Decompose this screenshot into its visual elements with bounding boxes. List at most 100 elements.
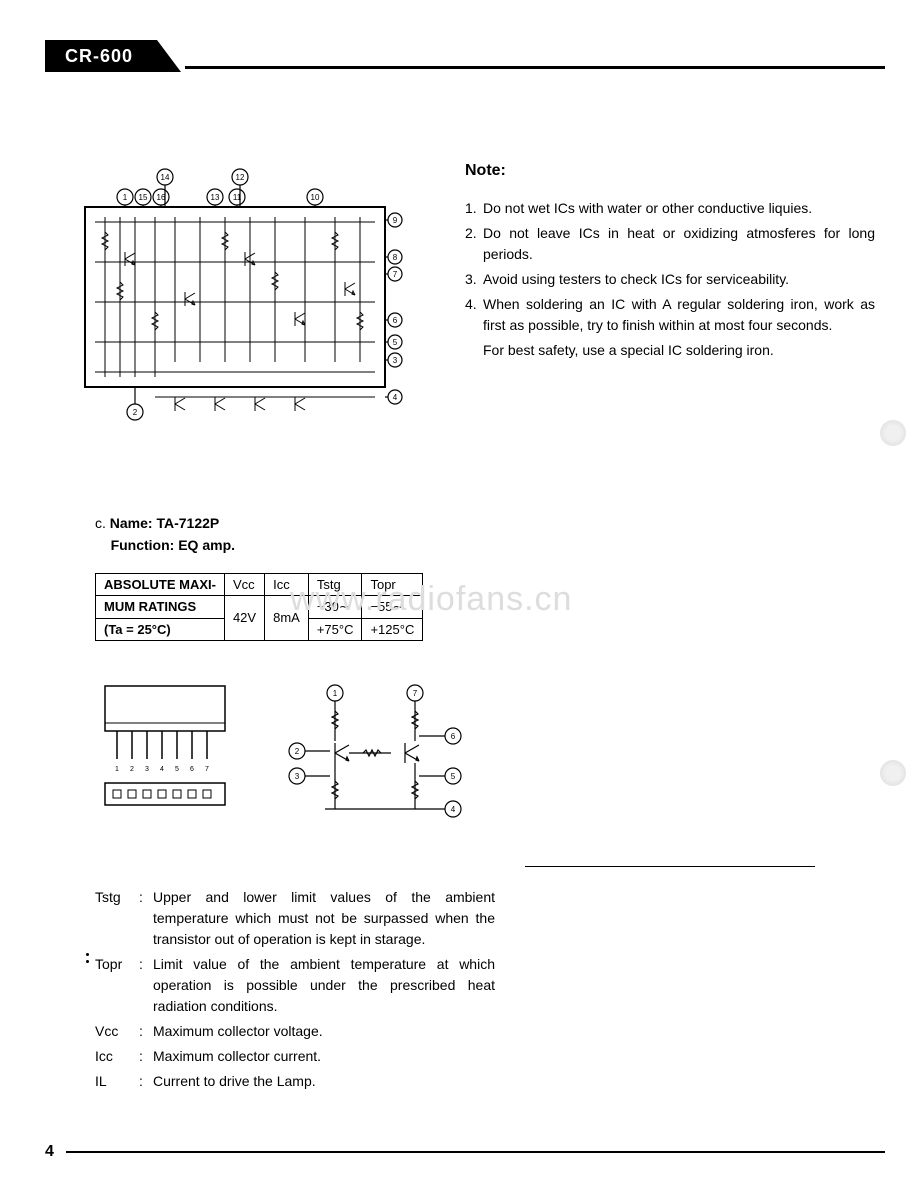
def-term: Tstg <box>95 887 139 950</box>
note-number: 4. <box>465 294 483 336</box>
cell-tstg-2: +75°C <box>308 618 362 640</box>
name-value: TA-7122P <box>156 515 219 531</box>
def-text: Maximum collector voltage. <box>153 1021 495 1042</box>
note-4-extra: For best safety, use a special IC solder… <box>483 340 875 361</box>
def-colon: : <box>139 887 153 950</box>
note-item: 3. Avoid using testers to check ICs for … <box>465 269 875 290</box>
circuit-svg-wrap: 1 15 16 13 11 10 14 12 9 8 7 6 5 3 <box>65 162 405 442</box>
bullet-dot-icon <box>86 960 89 963</box>
page-header: CR-600 <box>45 40 875 72</box>
def-colon: : <box>139 1071 153 1092</box>
svg-text:7: 7 <box>393 270 398 279</box>
svg-text:5: 5 <box>393 338 398 347</box>
ratings-label-2: MUM RATINGS <box>96 595 225 618</box>
svg-text:10: 10 <box>311 193 320 202</box>
note-heading: Note: <box>465 162 875 180</box>
svg-text:4: 4 <box>451 805 456 814</box>
svg-text:4: 4 <box>160 766 164 773</box>
def-text: Maximum collector current. <box>153 1046 495 1067</box>
svg-text:1: 1 <box>123 193 128 202</box>
table-row: MUM RATINGS 42V 8mA −30∼ −55∼ <box>96 595 423 618</box>
ratings-label-1: ABSOLUTE MAXI- <box>96 573 225 595</box>
definition-row: IL : Current to drive the Lamp. <box>95 1071 495 1092</box>
svg-text:12: 12 <box>236 173 245 182</box>
svg-text:6: 6 <box>190 766 194 773</box>
footer-rule <box>66 1151 885 1153</box>
col-header: Icc <box>265 573 309 595</box>
package-svg: 123 4567 <box>95 681 235 811</box>
package-row: 1 2 3 4 5 6 7 1 7 2 3 6 5 4 <box>95 681 875 826</box>
svg-text:6: 6 <box>393 316 398 325</box>
svg-text:3: 3 <box>295 772 300 781</box>
def-colon: : <box>139 1046 153 1067</box>
table-row: ABSOLUTE MAXI- Vcc Icc Tstg Topr <box>96 573 423 595</box>
svg-text:5: 5 <box>451 772 456 781</box>
def-text: Current to drive the Lamp. <box>153 1071 495 1092</box>
svg-text:2: 2 <box>130 766 134 773</box>
svg-text:8: 8 <box>393 253 398 262</box>
punch-hole-icon <box>880 420 906 446</box>
header-rule <box>185 66 885 69</box>
definition-row: Icc : Maximum collector current. <box>95 1046 495 1067</box>
cell-tstg-1: −30∼ <box>308 595 362 618</box>
section-c: c. Name: TA-7122P Function: EQ amp. <box>95 512 875 557</box>
punch-hole-icon <box>880 760 906 786</box>
def-term: Vcc <box>95 1021 139 1042</box>
cell-vcc: 42V <box>224 595 264 640</box>
svg-text:13: 13 <box>211 193 220 202</box>
page-number: 4 <box>45 1143 54 1161</box>
section-prefix: c. <box>95 515 106 531</box>
cell-topr-1: −55∼ <box>362 595 423 618</box>
func-label: Function: <box>111 537 175 553</box>
model-label: CR-600 <box>65 46 133 67</box>
def-term: Icc <box>95 1046 139 1067</box>
definition-row: Tstg : Upper and lower limit values of t… <box>95 887 495 950</box>
func-value: EQ amp. <box>178 537 235 553</box>
svg-text:9: 9 <box>393 216 398 225</box>
svg-text:5: 5 <box>175 766 179 773</box>
svg-text:2: 2 <box>133 408 138 417</box>
svg-text:7: 7 <box>205 766 209 773</box>
svg-text:6: 6 <box>451 732 456 741</box>
note-number: 2. <box>465 223 483 265</box>
divider-line <box>525 866 815 867</box>
note-text: Do not wet ICs with water or other condu… <box>483 198 875 219</box>
def-colon: : <box>139 954 153 1017</box>
ratings-table: ABSOLUTE MAXI- Vcc Icc Tstg Topr MUM RAT… <box>95 573 423 641</box>
note-text: Do not leave ICs in heat or oxidizing at… <box>483 223 875 265</box>
notes-section: Note: 1. Do not wet ICs with water or ot… <box>465 162 875 442</box>
definition-row: Vcc : Maximum collector voltage. <box>95 1021 495 1042</box>
definition-row: Topr : Limit value of the ambient temper… <box>95 954 495 1017</box>
def-text: Upper and lower limit values of the ambi… <box>153 887 495 950</box>
note-item: 4. When soldering an IC with A regular s… <box>465 294 875 336</box>
note-list: 1. Do not wet ICs with water or other co… <box>465 198 875 336</box>
model-tab: CR-600 <box>45 40 157 72</box>
note-text: When soldering an IC with A regular sold… <box>483 294 875 336</box>
cell-icc: 8mA <box>265 595 309 640</box>
note-number: 1. <box>465 198 483 219</box>
svg-text:15: 15 <box>139 193 148 202</box>
cell-topr-2: +125°C <box>362 618 423 640</box>
ratings-label-3: (Ta = 25°C) <box>96 618 225 640</box>
def-colon: : <box>139 1021 153 1042</box>
circuit-svg: 1 15 16 13 11 10 14 12 9 8 7 6 5 3 <box>65 162 405 442</box>
def-text: Limit value of the ambient temperature a… <box>153 954 495 1017</box>
col-header: Tstg <box>308 573 362 595</box>
small-circuit-svg: 1 7 2 3 6 5 4 <box>285 681 465 821</box>
top-row: 1 15 16 13 11 10 14 12 9 8 7 6 5 3 <box>45 162 875 442</box>
bullet-dot-icon <box>86 953 89 956</box>
page-footer: 4 <box>45 1143 885 1161</box>
small-circuit: 1 7 2 3 6 5 4 <box>285 681 465 826</box>
svg-text:7: 7 <box>413 689 418 698</box>
name-label: Name: <box>110 515 153 531</box>
note-item: 2. Do not leave ICs in heat or oxidizing… <box>465 223 875 265</box>
note-item: 1. Do not wet ICs with water or other co… <box>465 198 875 219</box>
circuit-diagram-large: 1 15 16 13 11 10 14 12 9 8 7 6 5 3 <box>45 162 425 442</box>
note-number: 3. <box>465 269 483 290</box>
svg-text:2: 2 <box>295 747 300 756</box>
svg-text:1: 1 <box>333 689 338 698</box>
col-header: Topr <box>362 573 423 595</box>
col-header: Vcc <box>224 573 264 595</box>
def-term: Topr <box>95 954 139 1017</box>
svg-text:4: 4 <box>393 393 398 402</box>
